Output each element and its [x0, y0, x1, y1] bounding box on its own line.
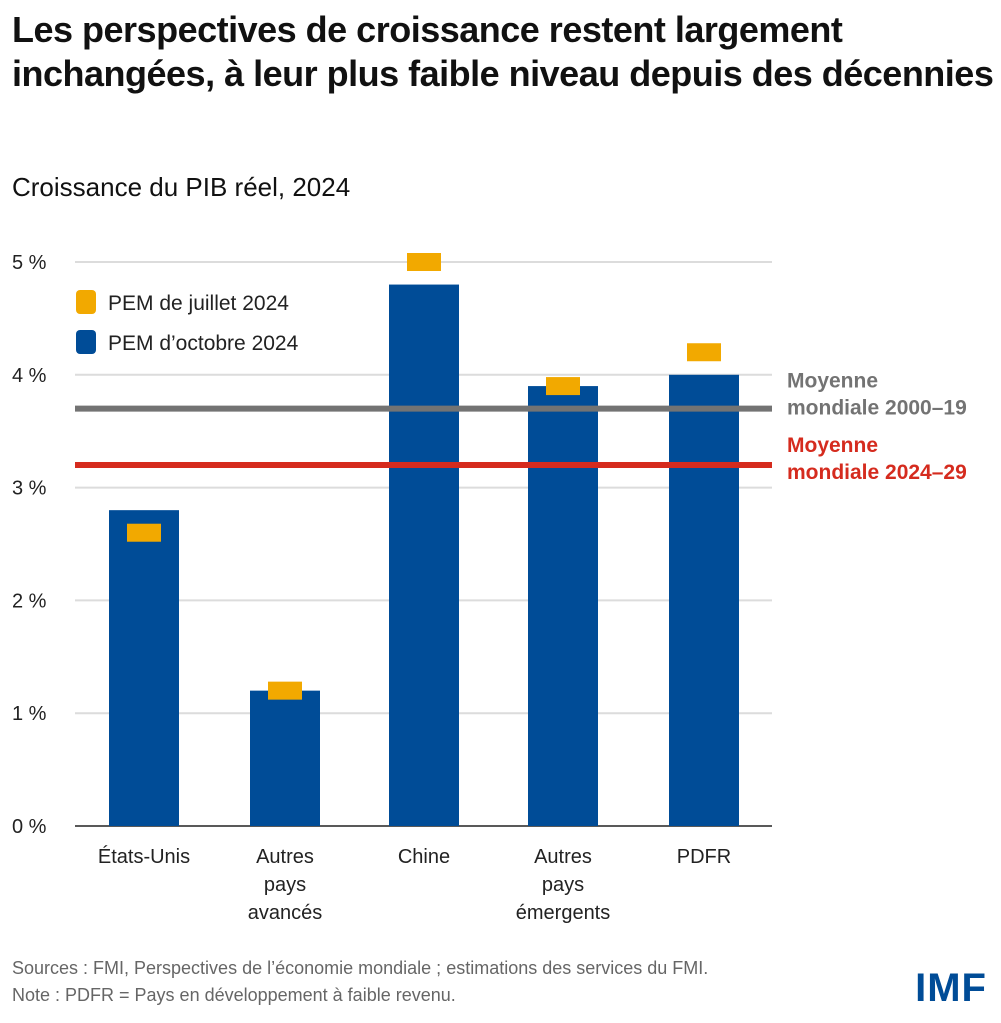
- x-tick-label: pays: [542, 874, 584, 896]
- x-tick-label: Autres: [256, 846, 314, 868]
- footer: Sources : FMI, Perspectives de l’économi…: [12, 955, 708, 1009]
- marker-1: [268, 681, 302, 700]
- y-tick-label: 5 %: [12, 252, 47, 274]
- y-tick-label: 2 %: [12, 590, 47, 612]
- x-tick-label: émergents: [516, 902, 611, 924]
- sources-text: Sources : FMI, Perspectives de l’économi…: [12, 958, 709, 978]
- y-tick-label: 1 %: [12, 703, 47, 725]
- legend-swatch: [76, 290, 96, 314]
- marker-4: [687, 343, 721, 362]
- bar-2: [389, 284, 459, 826]
- bar-1: [250, 690, 320, 826]
- chart-title: Les perspectives de croissance restent l…: [12, 9, 994, 94]
- chart-subtitle: Croissance du PIB réel, 2024: [12, 172, 351, 202]
- bar-chart: 0 % 1 % 2 % 3 % 4 % 5 % États-Unis Autres pays av…: [12, 252, 967, 924]
- marker-2: [407, 253, 441, 271]
- bar-3: [528, 386, 598, 826]
- y-tick-label: 3 %: [12, 478, 47, 500]
- reference-line-label: Moyenne: [787, 434, 878, 457]
- y-tick-label: 4 %: [12, 365, 47, 387]
- bar-4: [669, 374, 739, 826]
- legend-label: PEM d’octobre 2024: [108, 332, 299, 355]
- x-tick-label: avancés: [248, 902, 323, 924]
- imf-logo: IMF: [915, 966, 987, 1010]
- x-tick-label: Autres: [534, 846, 592, 868]
- marker-3: [546, 377, 580, 396]
- y-tick-label: 0 %: [12, 816, 47, 838]
- reference-line-label: Moyenne: [787, 370, 878, 393]
- bar-0: [109, 510, 179, 826]
- legend-label: PEM de juillet 2024: [108, 292, 289, 315]
- x-tick-label: PDFR: [677, 846, 731, 868]
- legend-swatch: [76, 330, 96, 354]
- note-text: Note : PDFR = Pays en développement à fa…: [12, 985, 456, 1005]
- reference-line-label: mondiale 2024–29: [787, 461, 967, 484]
- marker-0: [127, 523, 161, 542]
- reference-line-label: mondiale 2000–19: [787, 397, 967, 420]
- x-tick-label: États-Unis: [98, 845, 190, 868]
- x-tick-label: Chine: [398, 846, 450, 868]
- x-tick-label: pays: [264, 874, 306, 896]
